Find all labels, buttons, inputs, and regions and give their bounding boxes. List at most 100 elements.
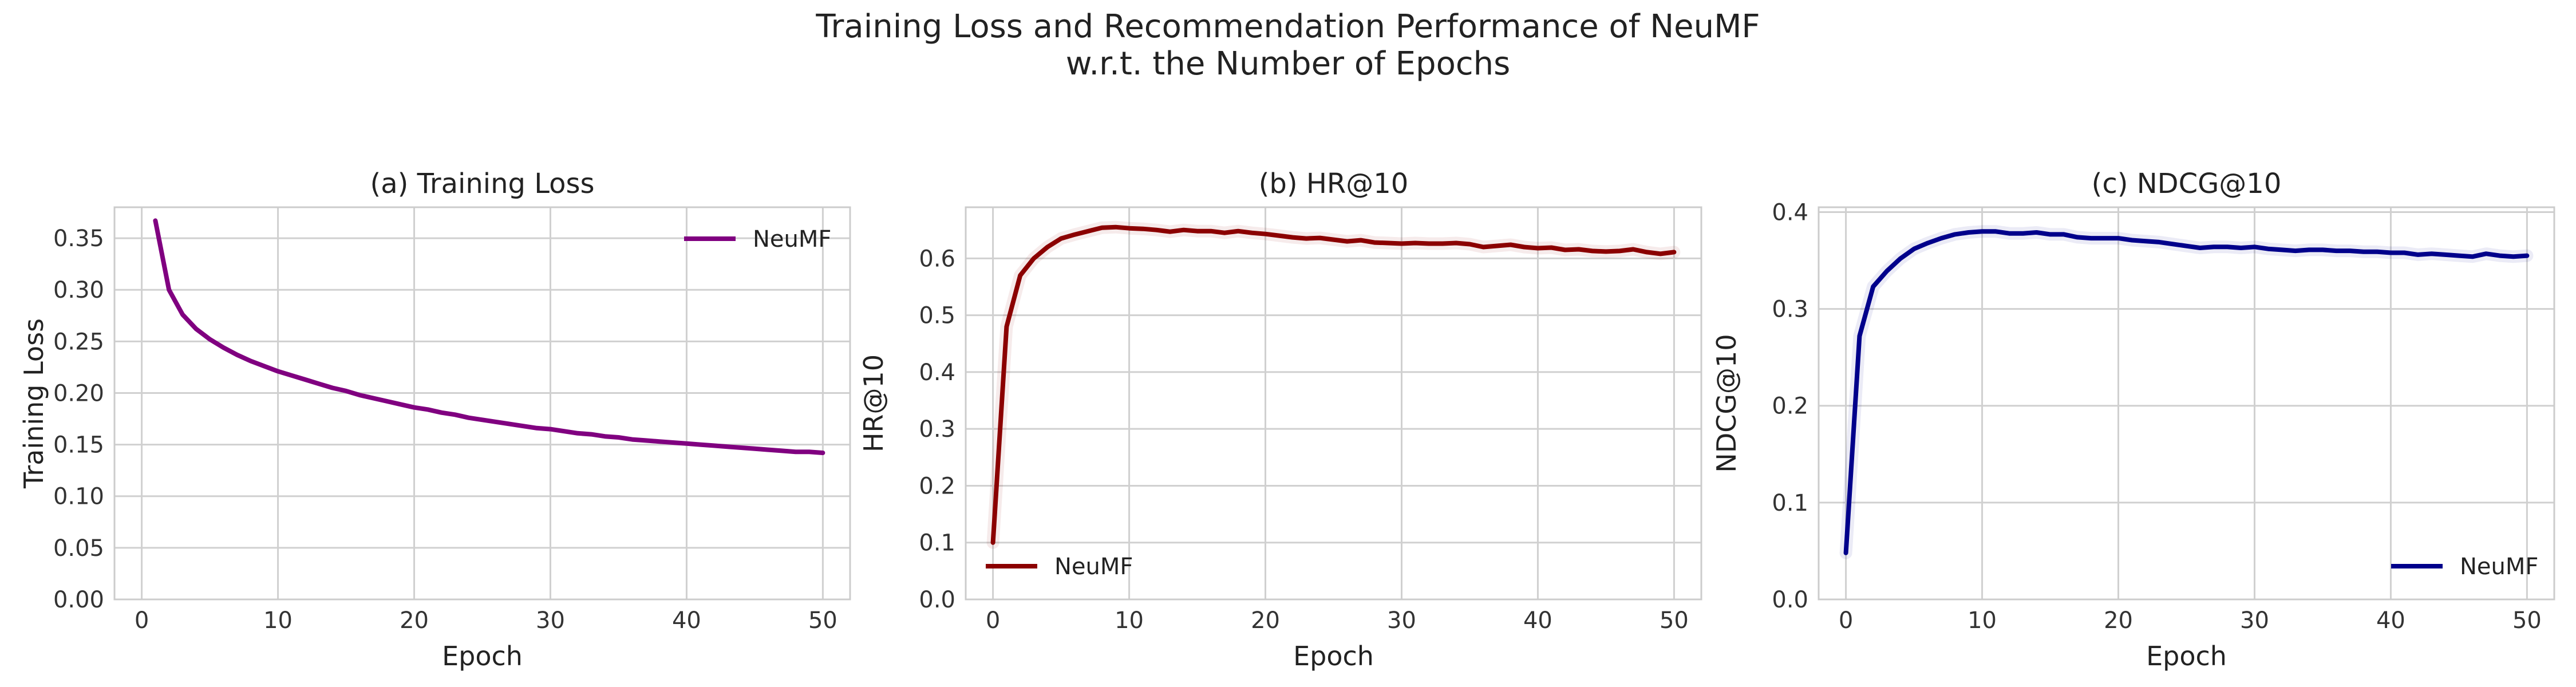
y-tick-label: 0.5: [919, 303, 955, 329]
plot-frame: [1818, 206, 2555, 601]
y-tick-label: 0.0: [919, 587, 955, 613]
data-point: [644, 439, 648, 443]
data-point: [535, 426, 539, 430]
figure-title-line1: Training Loss and Recommendation Perform…: [815, 8, 1760, 45]
data-point: [1884, 269, 1888, 273]
data-point: [991, 540, 995, 544]
data-point: [2361, 250, 2365, 254]
data-point: [398, 402, 402, 406]
data-point: [1550, 246, 1554, 250]
series-line-hr: [990, 224, 1677, 545]
data-point: [1481, 245, 1485, 249]
data-point: [222, 346, 226, 350]
data-point: [1100, 226, 1104, 230]
x-tick-label: 10: [1967, 607, 1997, 634]
panel-title-hr: (b) HR@10: [1259, 168, 1409, 200]
data-point: [1318, 236, 1322, 240]
figure-title-line2: w.r.t. the Number of Epochs: [1066, 45, 1511, 82]
data-point: [1980, 230, 1984, 234]
x-tick-label: 50: [808, 607, 837, 634]
panel-ndcg: 0 10 20 30 40 50 0.0 0.1 0.2 0.3 0.4 (c) NDCG@10 Epo…: [1711, 168, 2555, 672]
data-point: [2471, 255, 2475, 259]
data-point: [548, 427, 552, 431]
data-point: [1086, 229, 1091, 233]
series-band-ndcg: [1839, 225, 2534, 559]
plot-frame: [965, 206, 1702, 601]
subplot-panels: 0 10 20 30 40 500.000.050.100.150.200.250.300…: [18, 168, 2555, 672]
x-tick-label: 50: [2512, 607, 2542, 634]
data-point: [589, 432, 593, 436]
x-tick-label: 30: [536, 607, 565, 634]
data-point: [1631, 247, 1635, 251]
data-point: [2157, 240, 2161, 244]
data-point: [2008, 231, 2012, 235]
data-point: [1495, 244, 1499, 248]
data-point: [1209, 229, 1213, 233]
data-point: [2184, 244, 2188, 248]
data-point: [2280, 248, 2284, 252]
data-point: [262, 364, 266, 368]
y-tick-label: 0.4: [1772, 199, 1808, 226]
data-point: [562, 429, 566, 433]
data-point: [1413, 241, 1417, 245]
data-point: [2116, 236, 2120, 240]
data-point: [821, 451, 825, 455]
series-line-ndcg: [1843, 229, 2530, 555]
data-point: [2198, 246, 2202, 250]
y-axis-label: NDCG@10: [1711, 334, 1742, 472]
data-point: [317, 382, 321, 386]
data-point: [1858, 334, 1862, 338]
x-tick-label: 40: [1523, 607, 1552, 634]
data-point: [1912, 247, 1916, 251]
x-tick-label: 0: [986, 607, 1000, 634]
y-axis-label: Training Loss: [18, 318, 49, 489]
data-point: [480, 418, 484, 422]
data-point: [1045, 245, 1049, 249]
data-point: [494, 420, 498, 424]
data-point: [235, 353, 239, 357]
y-tick-label: 0.4: [919, 360, 955, 386]
data-point: [1263, 232, 1267, 236]
data-point: [1018, 274, 1022, 278]
x-tick-label: 10: [1115, 607, 1144, 634]
x-axis-label: Epoch: [442, 641, 523, 672]
data-point: [2525, 254, 2529, 258]
data-point: [2334, 249, 2338, 253]
y-tick-label: 0.15: [53, 432, 104, 459]
data-point: [1182, 228, 1186, 232]
data-point: [2443, 252, 2447, 256]
data-point: [1953, 232, 1957, 236]
y-tick-label: 0.3: [919, 416, 955, 443]
data-point: [1291, 235, 1295, 239]
data-point: [2457, 254, 2461, 258]
data-point: [385, 399, 389, 403]
data-point: [1536, 246, 1540, 250]
y-tick-label: 0.10: [53, 484, 104, 510]
data-point: [194, 327, 198, 331]
data-point: [372, 396, 376, 400]
data-point: [1155, 228, 1159, 232]
data-point: [1427, 242, 1431, 246]
data-point: [344, 389, 348, 393]
data-point: [1604, 250, 1608, 254]
y-tick-label: 0.2: [1772, 393, 1808, 420]
legend-label-loss: NeuMF: [753, 226, 831, 252]
y-tick-label: 0.2: [919, 473, 955, 499]
data-point: [2171, 242, 2175, 246]
y-tick-label: 0.25: [53, 329, 104, 355]
x-tick-label: 40: [2376, 607, 2405, 634]
data-point: [453, 413, 457, 417]
data-point: [671, 441, 675, 444]
data-point: [2348, 249, 2352, 253]
data-point: [2103, 236, 2107, 240]
data-point: [2239, 246, 2243, 250]
legend-label-hr: NeuMF: [1054, 554, 1133, 580]
data-point: [2389, 251, 2393, 255]
data-point: [208, 337, 212, 341]
data-point: [1113, 225, 1117, 229]
data-point: [1939, 236, 1943, 240]
data-point: [2253, 245, 2257, 249]
data-point: [1658, 252, 1662, 256]
y-tick-label: 0.00: [53, 587, 104, 613]
